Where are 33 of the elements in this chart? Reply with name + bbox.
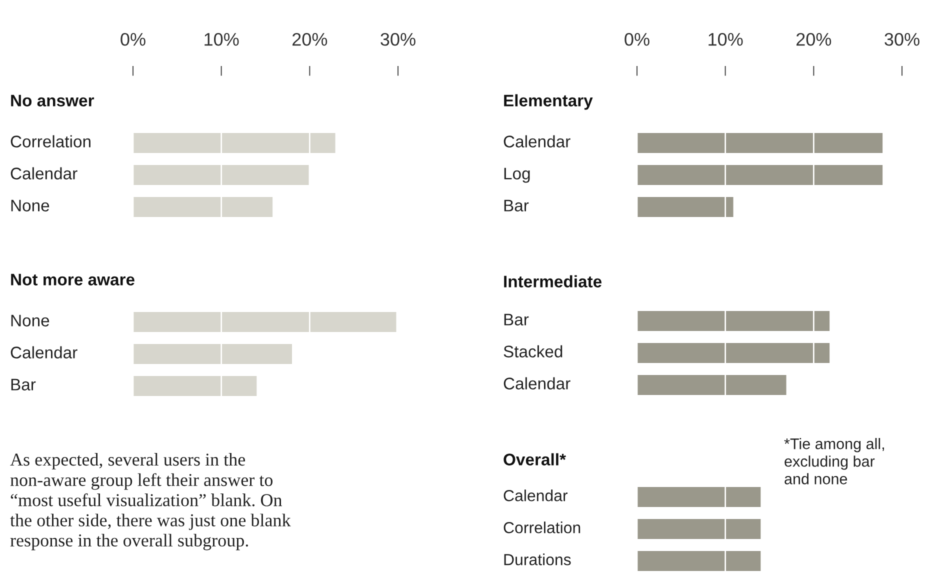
bar — [133, 133, 336, 153]
category-label: Stacked — [504, 345, 562, 358]
chart-title: Not more aware — [11, 274, 134, 286]
category-label: Calendar — [504, 135, 570, 148]
chart-title: No answer — [11, 94, 94, 106]
category-label: Bar — [504, 200, 529, 212]
category-label: Calendar — [10, 167, 78, 180]
category-label: Calendar — [504, 377, 570, 390]
category-label: Correlation — [504, 522, 580, 534]
text: As expected, several users in the non-aware group left their answer to “most useful visualization” blank. On the other side, there was just one blank response in the overall subgroup. — [10, 453, 291, 550]
x-tick-label: 20% — [796, 32, 832, 46]
category-label: Log — [504, 168, 530, 183]
category-label: Calendar — [10, 346, 78, 358]
category-label: Durations — [504, 554, 571, 566]
category-label: None — [11, 314, 50, 326]
chart-title: Overall* — [504, 453, 566, 466]
x-tick-label: 0% — [624, 32, 650, 46]
category-label: Bar — [504, 314, 529, 326]
bar — [133, 165, 309, 185]
x-tick-label: 10% — [204, 32, 239, 46]
x-tick-label: 20% — [292, 32, 328, 46]
category-label: Calendar — [504, 490, 568, 502]
category-label: Correlation — [10, 135, 90, 148]
x-tick-label: 30% — [380, 32, 416, 46]
category-label: None — [11, 200, 50, 212]
category-label: Bar — [11, 378, 36, 390]
chart-title: Intermediate — [504, 275, 602, 288]
x-tick-label: 30% — [884, 32, 920, 46]
chart-title: Elementary — [504, 94, 593, 110]
annotation: *Tie among all, excluding bar and none — [784, 438, 884, 484]
x-tick-label: 0% — [120, 32, 146, 46]
x-tick-label: 10% — [708, 32, 743, 46]
bar — [133, 197, 273, 217]
